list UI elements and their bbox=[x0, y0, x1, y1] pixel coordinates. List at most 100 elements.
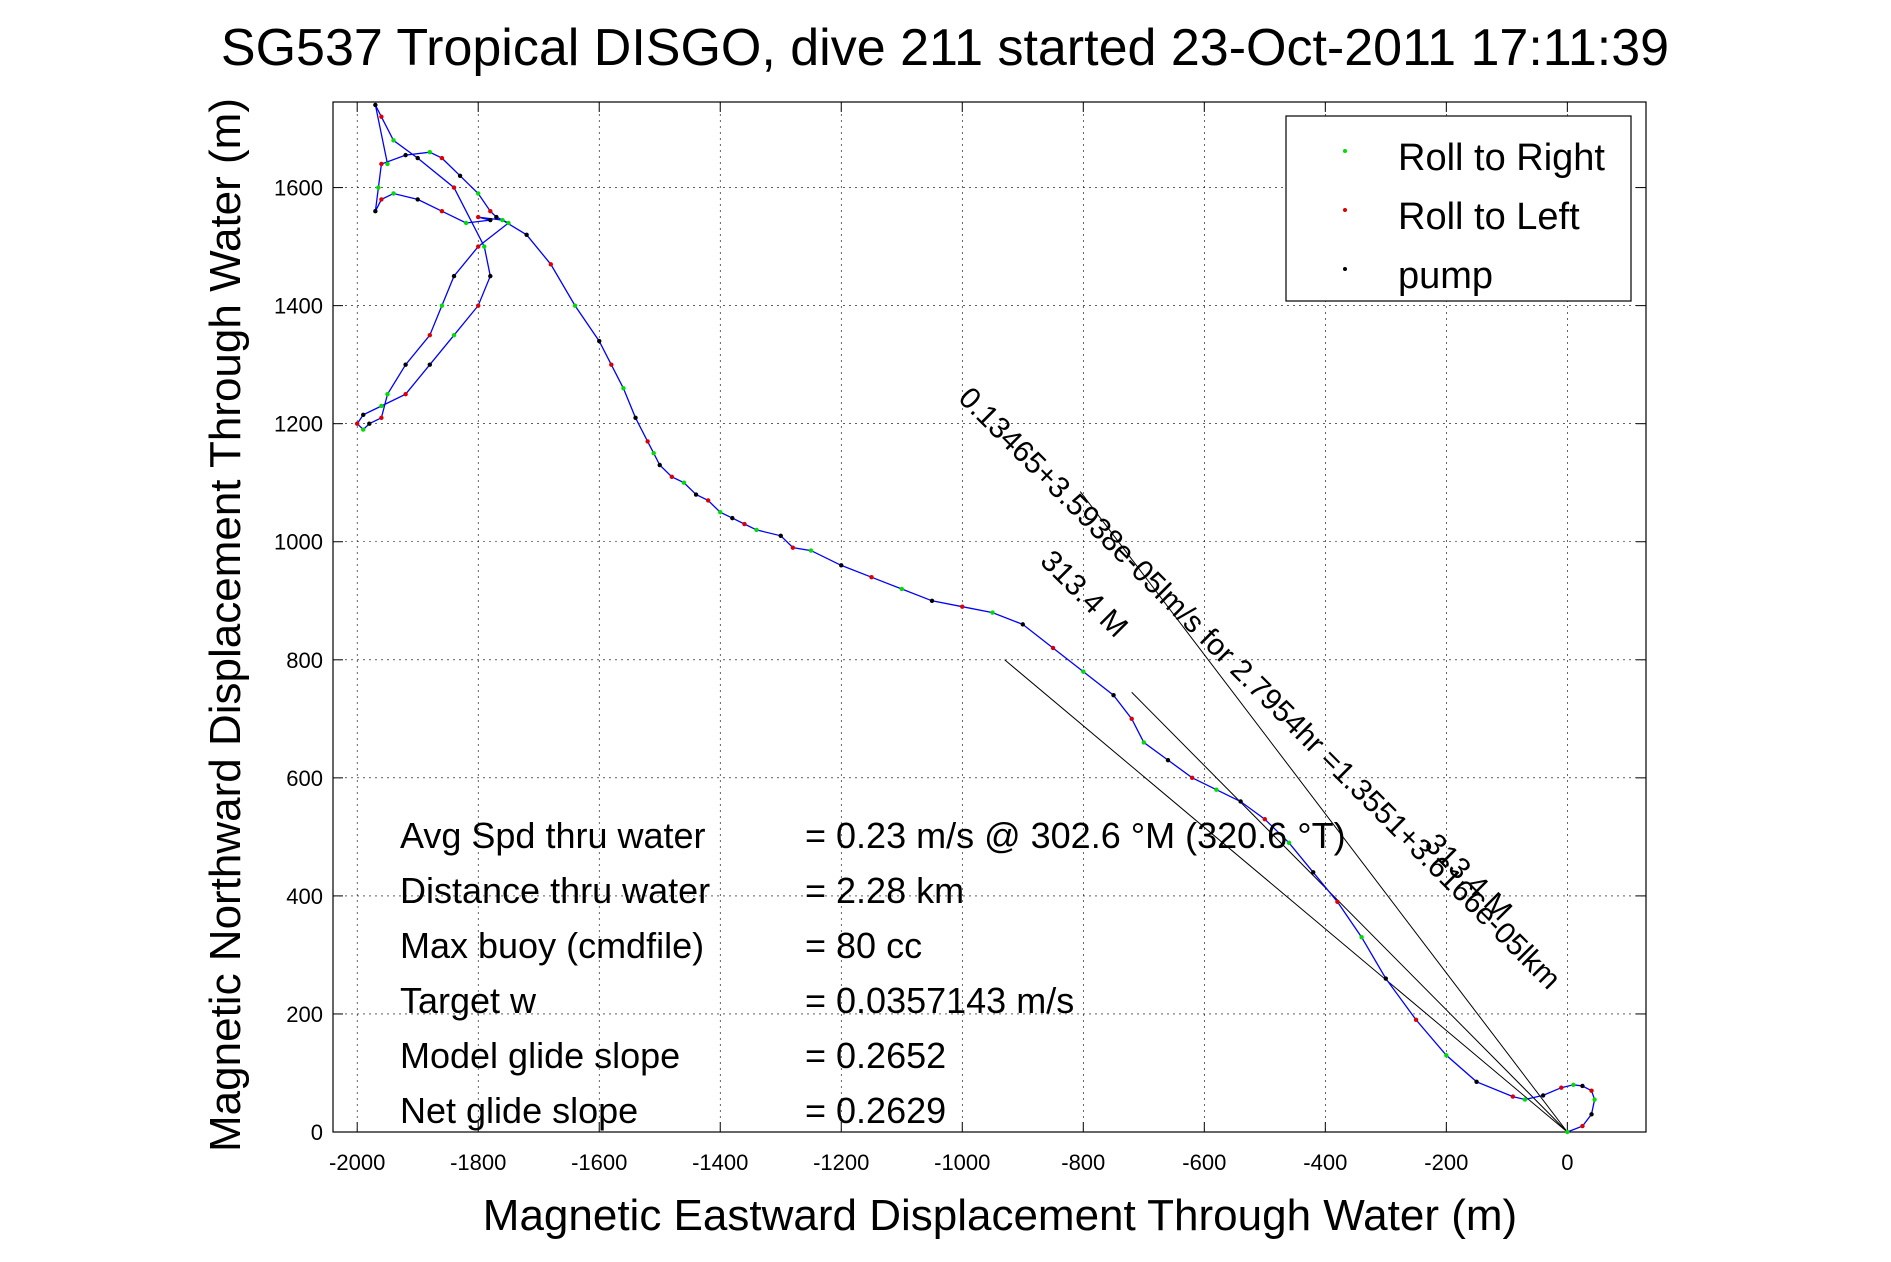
legend-label-roll-right: Roll to Right bbox=[1398, 137, 1605, 179]
track-point bbox=[1286, 840, 1292, 845]
stat-label: Model glide slope bbox=[400, 1035, 680, 1076]
x-tick-label: -400 bbox=[1303, 1150, 1347, 1175]
track-point bbox=[1189, 775, 1195, 781]
track-point bbox=[1081, 669, 1086, 674]
track-point bbox=[463, 220, 469, 226]
stat-value: = 0.2629 bbox=[805, 1090, 946, 1131]
track-point bbox=[476, 191, 481, 196]
track-point bbox=[488, 273, 493, 279]
track-point bbox=[379, 403, 384, 409]
track-point bbox=[609, 362, 614, 367]
track-point bbox=[367, 421, 372, 426]
track-point bbox=[379, 197, 384, 202]
heading-line bbox=[1079, 491, 1568, 1133]
track-point bbox=[1165, 757, 1171, 763]
track-point bbox=[1559, 1085, 1564, 1090]
track-point bbox=[730, 515, 735, 521]
gridlines bbox=[333, 102, 1646, 1133]
track-point bbox=[361, 427, 366, 432]
track-point bbox=[476, 303, 481, 308]
track-point bbox=[1383, 976, 1389, 981]
track-point bbox=[439, 208, 445, 214]
stat-value: = 2.28 km bbox=[805, 870, 964, 911]
track-point bbox=[1474, 1079, 1479, 1085]
x-tick-label: -800 bbox=[1061, 1150, 1105, 1175]
track-point bbox=[1413, 1017, 1419, 1023]
track-point bbox=[1522, 1097, 1528, 1102]
track-point bbox=[1580, 1123, 1585, 1129]
track-point bbox=[572, 303, 578, 308]
track-point bbox=[645, 439, 650, 444]
track-point bbox=[439, 303, 445, 308]
track-point bbox=[391, 138, 396, 143]
track-point bbox=[681, 480, 687, 485]
legend: Roll to Right Roll to Left pump bbox=[1285, 115, 1632, 302]
track-point bbox=[657, 462, 662, 468]
x-tick-label: -2000 bbox=[329, 1150, 385, 1175]
track-point bbox=[361, 412, 366, 418]
y-tick-label: 0 bbox=[311, 1120, 323, 1145]
x-tick-label: -1800 bbox=[450, 1150, 506, 1175]
track-point bbox=[1214, 787, 1219, 792]
y-tick-label: 200 bbox=[286, 1002, 323, 1027]
track-point bbox=[621, 386, 626, 391]
track-point bbox=[1020, 622, 1025, 627]
track-point bbox=[457, 173, 463, 178]
stat-value: = 0.0357143 m/s bbox=[805, 980, 1074, 1021]
track-point bbox=[494, 214, 499, 220]
chart-title: SG537 Tropical DISGO, dive 211 started 2… bbox=[221, 19, 1669, 77]
track-point bbox=[960, 604, 965, 609]
track-point bbox=[693, 492, 699, 497]
x-tick-label: -1600 bbox=[571, 1150, 627, 1175]
stat-value: = 0.2652 bbox=[805, 1035, 946, 1076]
track-point bbox=[705, 498, 711, 503]
track-point bbox=[451, 273, 457, 279]
track-point bbox=[1141, 740, 1146, 745]
track-point bbox=[633, 415, 638, 420]
track-point bbox=[488, 208, 493, 214]
legend-label-roll-left: Roll to Left bbox=[1398, 196, 1580, 238]
track-point bbox=[524, 232, 529, 238]
x-tick-label: -200 bbox=[1424, 1150, 1468, 1175]
heading-line bbox=[1131, 691, 1568, 1133]
y-tick-label: 400 bbox=[286, 884, 323, 909]
track-point bbox=[415, 155, 420, 161]
stat-label: Net glide slope bbox=[400, 1090, 638, 1131]
track-point bbox=[754, 527, 759, 533]
track-point bbox=[1111, 693, 1116, 698]
track-point bbox=[379, 161, 384, 167]
track-point bbox=[548, 262, 554, 267]
track-point bbox=[929, 598, 935, 603]
y-tick-label: 600 bbox=[286, 766, 323, 791]
track-point bbox=[451, 332, 457, 338]
stat-label: Distance thru water bbox=[400, 870, 710, 911]
track-point bbox=[373, 102, 378, 108]
track-point bbox=[427, 149, 433, 155]
track-point bbox=[1580, 1083, 1585, 1089]
track-point bbox=[790, 545, 796, 550]
track-point bbox=[451, 185, 457, 190]
track-point bbox=[1565, 1129, 1570, 1135]
x-tick-label: -1400 bbox=[692, 1150, 748, 1175]
track-point bbox=[808, 548, 814, 553]
track-point bbox=[1335, 899, 1340, 904]
track-point bbox=[990, 610, 995, 615]
track-point bbox=[439, 155, 445, 161]
track-point bbox=[1571, 1082, 1576, 1087]
track-point bbox=[1540, 1093, 1546, 1098]
track-point bbox=[385, 391, 390, 397]
track-point bbox=[1510, 1094, 1516, 1099]
track-line bbox=[356, 104, 1596, 1133]
track-point bbox=[1444, 1053, 1449, 1058]
legend-marker-roll-right bbox=[1343, 149, 1347, 153]
track-point bbox=[839, 563, 844, 568]
track-point bbox=[403, 391, 408, 397]
legend-label-pump: pump bbox=[1398, 255, 1493, 297]
legend-marker-roll-left bbox=[1343, 208, 1347, 212]
y-tick-label: 1600 bbox=[274, 176, 323, 201]
track-point bbox=[376, 185, 381, 190]
stat-label: Avg Spd thru water bbox=[400, 815, 706, 856]
track-point bbox=[1589, 1088, 1594, 1093]
track-point bbox=[385, 161, 390, 167]
